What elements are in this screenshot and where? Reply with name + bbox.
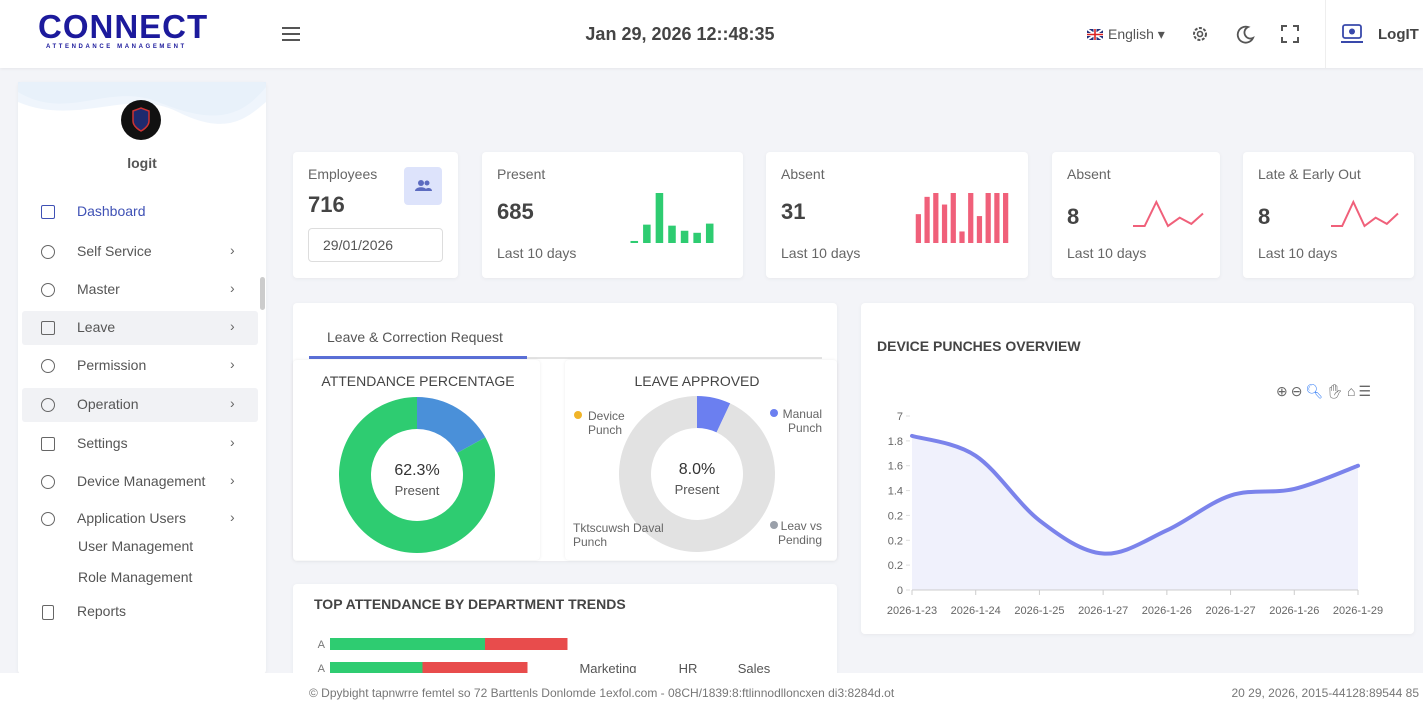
card-label: Absent [1067, 166, 1111, 182]
card-value: 8 [1067, 204, 1080, 229]
chevron: › [230, 280, 235, 296]
card-value: 31 [781, 199, 806, 224]
menu-icon [41, 359, 55, 373]
card [482, 152, 743, 278]
card-note: Last 10 days [781, 245, 861, 261]
user-name[interactable]: LogIT [1378, 26, 1419, 43]
menu-highlight [22, 311, 258, 345]
chevron: › [230, 318, 235, 334]
card-icon [404, 167, 442, 205]
menu-icon [41, 283, 55, 297]
settings-icon[interactable] [1190, 24, 1210, 44]
dept-panel [293, 584, 837, 684]
chevron: › [230, 242, 235, 258]
sidebar-username: logit [127, 155, 157, 171]
logo-subtitle: ATTENDANCE MANAGEMENT [46, 44, 187, 50]
sidebar [18, 82, 266, 674]
tab-active [309, 356, 527, 359]
footer-left: © Dpybight tapnwrre femtel so 72 Bartten… [309, 686, 895, 700]
menu-item[interactable]: Operation [77, 396, 139, 412]
chevron: › [230, 356, 235, 372]
header [0, 0, 1423, 68]
language-label: English [1108, 26, 1154, 42]
menu-item[interactable]: Master [77, 281, 120, 297]
menu-icon [41, 475, 55, 489]
divider [1325, 0, 1326, 68]
card-label: Present [497, 166, 546, 182]
language-select[interactable]: English ▾ [1108, 26, 1165, 42]
menu-item[interactable]: Self Service [77, 243, 152, 259]
menu-item[interactable]: Leave [77, 319, 116, 335]
device-panel [861, 303, 1414, 634]
datetime: Jan 29, 2026 12::48:35 [585, 24, 775, 44]
chart-card [565, 360, 837, 560]
card-note: Last 10 days [1258, 245, 1338, 261]
chevron: › [230, 509, 235, 525]
theme-icon[interactable] [1235, 24, 1255, 44]
card-value: 716 [308, 192, 345, 217]
chart-toolbar[interactable]: ⊕⊖🔍︎✋︎⌂☰ [1276, 383, 1375, 399]
tab-rule [309, 357, 822, 359]
card-value: 685 [497, 199, 534, 224]
menu-item[interactable]: Device Management [77, 473, 206, 489]
card-note: Last 10 days [497, 245, 577, 261]
menu-icon [41, 437, 55, 451]
menu-icon [41, 205, 55, 219]
tab[interactable]: Leave & Correction Request [327, 329, 503, 345]
card-label: Late & Early Out [1258, 166, 1361, 182]
footer [0, 673, 1423, 704]
fullscreen-icon[interactable] [1281, 25, 1299, 43]
menu-highlight [22, 388, 258, 422]
chevron: › [230, 434, 235, 450]
card-label: Absent [781, 166, 825, 182]
avatar [121, 100, 161, 140]
flag-icon [1087, 29, 1103, 40]
chart-card [293, 360, 540, 560]
user-icon [1341, 24, 1363, 43]
date-input[interactable]: 29/01/2026 [308, 228, 443, 262]
card-note: Last 10 days [1067, 245, 1147, 261]
submenu-item[interactable]: Role Management [78, 569, 193, 585]
menu-item[interactable]: Dashboard [77, 203, 146, 219]
scrollbar[interactable] [260, 277, 265, 310]
card-label: Employees [308, 166, 378, 182]
menu-toggle[interactable] [281, 26, 301, 42]
menu-item[interactable]: Reports [77, 603, 127, 619]
menu-icon [41, 512, 55, 526]
footer-right: 20 29, 2026, 2015-44128:89544 85 [1231, 686, 1419, 700]
menu-item[interactable]: Application Users [77, 510, 186, 526]
card [766, 152, 1028, 278]
submenu-item[interactable]: User Management [78, 538, 194, 554]
menu-icon [41, 245, 55, 259]
menu-item[interactable]: Settings [77, 435, 128, 451]
card-value: 8 [1258, 204, 1271, 229]
logo-title: CONNECT [38, 8, 209, 45]
menu-icon [42, 605, 54, 620]
menu-item[interactable]: Permission [77, 357, 147, 373]
menu-icon [41, 321, 55, 335]
chevron: › [230, 472, 235, 488]
menu-icon [41, 398, 55, 412]
chevron: › [230, 395, 235, 411]
